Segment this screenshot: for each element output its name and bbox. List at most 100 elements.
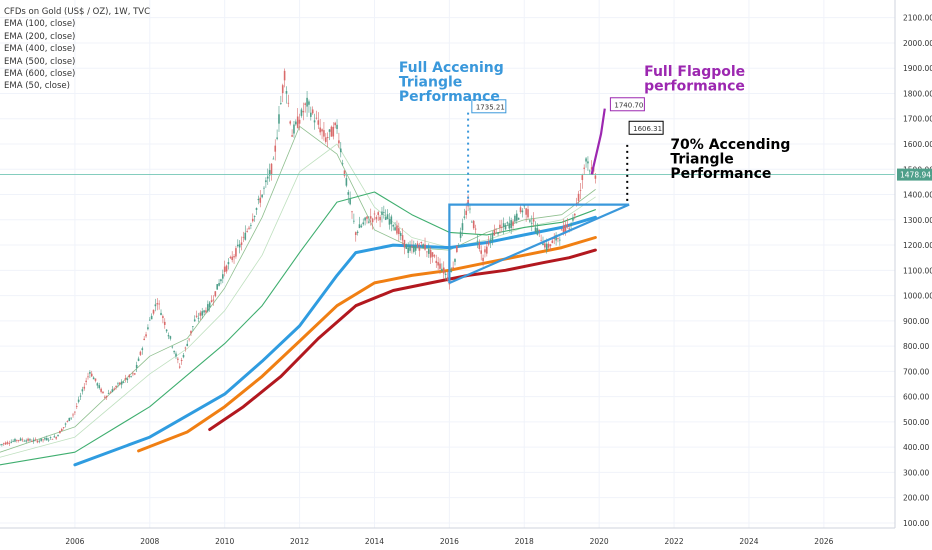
candle-body: [336, 124, 338, 129]
candle-body: [272, 158, 275, 160]
candle-body: [34, 439, 37, 441]
candle-body: [141, 348, 144, 351]
candle-body: [510, 220, 512, 228]
candle-body: [109, 392, 112, 394]
x-tick-label: 2006: [65, 537, 84, 546]
candle-body: [100, 388, 102, 392]
candle-body: [42, 439, 44, 441]
candle-body: [351, 211, 353, 213]
candle-body: [362, 222, 365, 225]
candle-body: [154, 304, 157, 307]
candle-body: [81, 389, 84, 392]
legend-item[interactable]: EMA (50, close): [4, 81, 70, 92]
triangle-support: [448, 203, 630, 284]
y-tick-label: 2000.00: [903, 39, 932, 48]
candle-body: [158, 303, 160, 305]
partial-target-label: 1606.31: [633, 125, 662, 133]
candle-body: [182, 354, 185, 358]
candle-body: [208, 302, 211, 308]
candle-body: [497, 233, 499, 235]
candle-body: [457, 245, 460, 247]
candle-body: [427, 249, 430, 254]
candle-body: [383, 212, 385, 213]
candle-body: [465, 210, 468, 215]
candle-body: [472, 220, 475, 229]
candle-body: [590, 167, 593, 170]
legend-item[interactable]: EMA (200, close): [4, 31, 76, 42]
candle-body: [471, 221, 473, 223]
candle-body: [143, 338, 145, 341]
x-tick-label: 2016: [440, 537, 459, 546]
candle-body: [87, 376, 89, 378]
candle-body: [334, 122, 336, 126]
candle-body: [418, 247, 421, 251]
candle-body: [452, 267, 454, 268]
candle-body: [499, 224, 501, 228]
candle-body: [555, 234, 557, 241]
candle-body: [197, 317, 200, 319]
candle-body: [527, 209, 529, 218]
candle-body: [2, 443, 5, 445]
x-tick-label: 2010: [215, 537, 234, 546]
candle-body: [474, 228, 477, 230]
candle-body: [338, 140, 340, 144]
candle-body: [137, 358, 140, 361]
candle-body: [414, 246, 417, 251]
candle-body: [411, 246, 413, 247]
candle-body: [557, 238, 559, 239]
candle-body: [236, 244, 239, 247]
candle-body: [240, 242, 243, 245]
candle-body: [25, 440, 28, 442]
x-tick-label: 2012: [290, 537, 309, 546]
candle-body: [46, 437, 48, 441]
y-tick-label: 1600.00: [903, 140, 932, 149]
candle-body: [1, 444, 3, 445]
candle-body: [295, 121, 297, 125]
candle-body: [409, 246, 411, 251]
candle-body: [16, 439, 18, 441]
candle-body: [120, 381, 123, 385]
candle-body: [60, 429, 63, 431]
legend-item[interactable]: EMA (500, close): [4, 56, 76, 67]
candle-body: [398, 228, 400, 234]
candle-body: [70, 417, 72, 419]
candle-body: [180, 359, 183, 362]
candle-body: [321, 129, 323, 132]
legend-item[interactable]: EMA (100, close): [4, 19, 76, 30]
candle-body: [77, 399, 80, 402]
candle-body: [6, 442, 9, 444]
candle-body: [529, 220, 531, 222]
triangle-annotation: Triangle: [399, 75, 462, 91]
candle-body: [315, 117, 318, 119]
y-tick-label: 1300.00: [903, 216, 932, 225]
candle-body: [319, 127, 321, 133]
candle-body: [405, 244, 408, 249]
legend-item[interactable]: EMA (400, close): [4, 44, 76, 55]
candle-body: [459, 231, 462, 238]
candle-body: [19, 438, 22, 441]
candle-body: [10, 441, 13, 443]
candle-body: [450, 271, 453, 273]
candle-body: [139, 351, 142, 355]
x-tick-label: 2014: [365, 537, 384, 546]
candle-body: [356, 231, 359, 233]
candle-body: [437, 262, 439, 266]
ema-lines: [0, 125, 597, 467]
candle-body: [115, 386, 117, 388]
candle-body: [373, 213, 376, 215]
candle-body: [429, 250, 432, 258]
legend-item[interactable]: EMA (600, close): [4, 69, 76, 80]
candle-body: [201, 311, 204, 316]
candle-body: [55, 437, 57, 439]
candle-body: [72, 414, 74, 416]
y-tick-label: 700.00: [903, 367, 929, 376]
candle-body: [49, 436, 52, 438]
candle-body: [156, 303, 159, 305]
candle-body: [59, 430, 61, 434]
candle-body: [574, 213, 576, 216]
candle-body: [38, 440, 41, 442]
candle-body: [366, 216, 368, 219]
candle-body: [311, 109, 314, 114]
